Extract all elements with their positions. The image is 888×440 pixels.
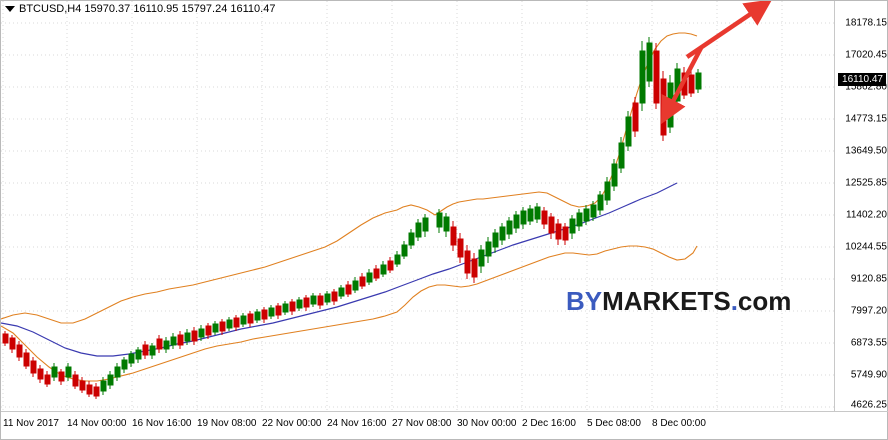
watermark-markets: MARKETS [602, 286, 731, 316]
x-axis-line [1, 411, 888, 412]
price-series [1, 32, 702, 399]
x-tick-label: 27 Nov 08:00 [392, 418, 452, 429]
x-tick-label: 8 Dec 00:00 [652, 418, 706, 429]
y-tick-label: 6873.55 [850, 337, 887, 349]
x-tick-label: 30 Nov 00:00 [457, 418, 517, 429]
watermark-by: BY [566, 286, 603, 316]
x-axis: 11 Nov 2017 14 Nov 00:00 16 Nov 16:00 19… [1, 412, 834, 440]
y-tick-label: 11402.20 [846, 209, 887, 221]
y-tick-label: 7997.20 [850, 305, 887, 317]
chart-symbol-label: BTCUSD,H4 15970.37 16110.95 15797.24 161… [19, 3, 276, 15]
y-tick-label: 18178.15 [845, 17, 887, 29]
x-tick-label: 19 Nov 08:00 [197, 418, 257, 429]
y-tick-label: 9120.85 [850, 273, 887, 285]
y-tick-label: 10244.55 [845, 241, 887, 253]
y-tick-label: 12525.85 [845, 177, 887, 189]
watermark-com: com [737, 286, 792, 316]
x-tick-label: 16 Nov 16:00 [132, 418, 192, 429]
y-tick-label: 17020.45 [845, 49, 887, 61]
x-tick-label: 11 Nov 2017 [3, 418, 59, 429]
x-tick-label: 14 Nov 00:00 [67, 418, 127, 429]
triangle-down-icon[interactable] [5, 6, 15, 13]
y-tick-label: 15862.80 [845, 81, 887, 93]
forecast-arrow [661, 1, 773, 125]
bollinger-lower-band [1, 245, 698, 382]
y-tick-label: 13649.50 [845, 145, 887, 157]
chart-header: BTCUSD,H4 15970.37 16110.95 15797.24 161… [5, 3, 275, 15]
y-axis: 18178.15 17020.45 15862.80 14773.15 1364… [835, 1, 888, 411]
x-tick-label: 2 Dec 16:00 [522, 418, 576, 429]
x-tick-label: 24 Nov 16:00 [327, 418, 387, 429]
watermark-dot: . [730, 286, 738, 316]
y-axis-line [834, 1, 835, 411]
candlestick-series [2, 37, 702, 399]
watermark: BYMARKETS.com [566, 286, 791, 317]
y-tick-label: 14773.15 [845, 113, 887, 125]
x-tick-label: 22 Nov 00:00 [262, 418, 322, 429]
y-tick-label: 5749.90 [850, 369, 887, 381]
current-price-label: 16110.47 [838, 73, 886, 86]
plot-area: BYMARKETS.com [1, 1, 834, 411]
y-tick-label: 4626.25 [850, 399, 887, 411]
x-tick-label: 5 Dec 08:00 [587, 418, 641, 429]
